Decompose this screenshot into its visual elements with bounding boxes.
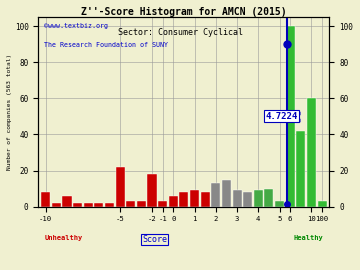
Text: The Research Foundation of SUNY: The Research Foundation of SUNY [44,42,168,48]
Bar [105,203,114,207]
Y-axis label: Number of companies (563 total): Number of companies (563 total) [7,54,12,170]
Text: Score: Score [142,235,167,244]
Bar [169,196,178,207]
Bar [63,196,72,207]
Text: 4.7224: 4.7224 [266,112,298,121]
Bar [285,26,294,207]
Bar [264,189,273,207]
Bar [296,131,305,207]
Text: Sector: Consumer Cyclical: Sector: Consumer Cyclical [117,28,243,37]
Bar [222,180,231,207]
Bar [52,203,61,207]
Bar [137,201,146,207]
Bar [275,201,284,207]
Bar [73,203,82,207]
Bar [243,192,252,207]
Text: ©www.textbiz.org: ©www.textbiz.org [44,23,108,29]
Bar [148,174,157,207]
Title: Z''-Score Histogram for AMCN (2015): Z''-Score Histogram for AMCN (2015) [81,7,287,17]
Bar [94,203,103,207]
Bar [201,192,210,207]
Bar [84,203,93,207]
Bar [41,192,50,207]
Text: Unhealthy: Unhealthy [44,235,82,241]
Bar [211,183,220,207]
Bar [158,201,167,207]
Bar [254,190,263,207]
Bar [116,167,125,207]
Bar [126,201,135,207]
Bar [179,192,188,207]
Bar [233,190,242,207]
Bar [190,190,199,207]
Bar [307,98,316,207]
Text: Healthy: Healthy [294,235,324,241]
Bar [318,201,327,207]
